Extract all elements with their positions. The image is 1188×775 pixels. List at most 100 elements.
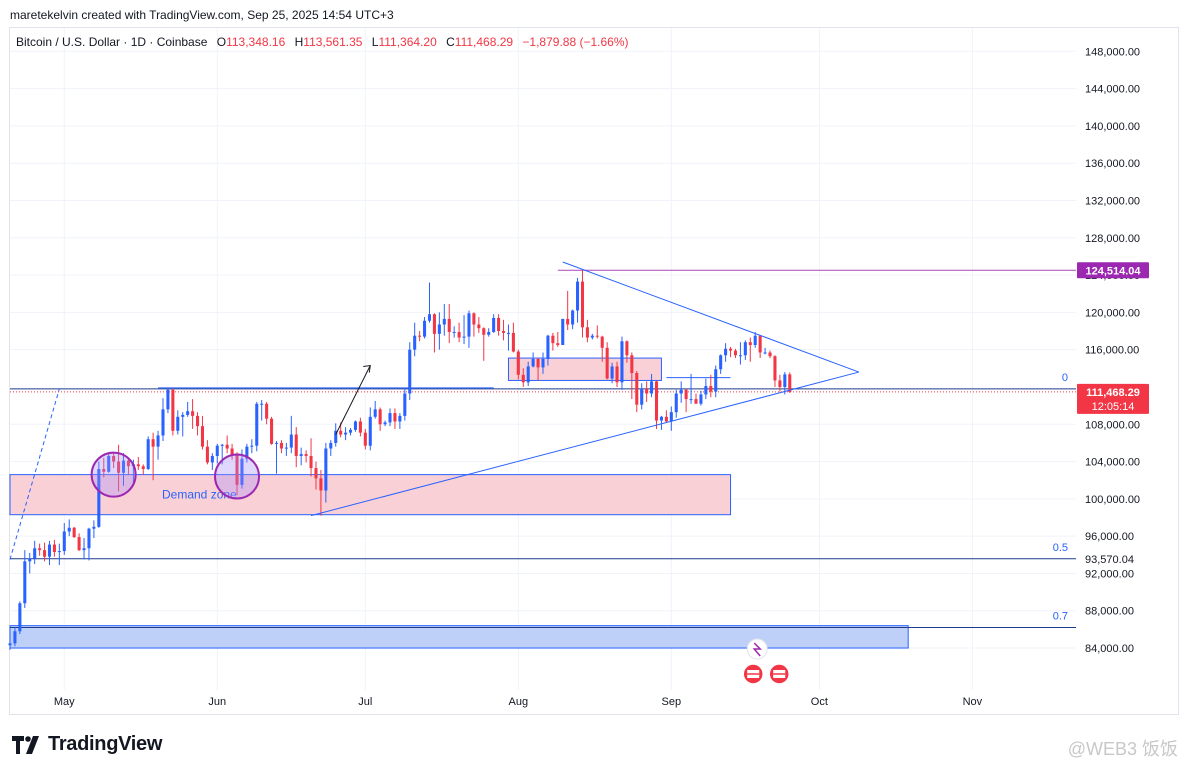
candle-body xyxy=(413,335,417,350)
price-axis[interactable]: 148,000.00 144,000.00 140,000.00 136,000.00… xyxy=(1085,46,1140,655)
candle-body xyxy=(561,318,565,346)
candle-body xyxy=(329,442,333,449)
time-tick-label: Sep xyxy=(662,696,682,708)
price-tick-label: 104,000.00 xyxy=(1085,457,1140,469)
candle-body xyxy=(52,544,56,553)
low-value: 111,364.20 xyxy=(378,35,437,49)
chart-credit: maretekelvin created with TradingView.co… xyxy=(10,8,394,22)
tradingview-logo[interactable]: TradingView xyxy=(12,733,162,756)
price-tick-label: 136,000.00 xyxy=(1085,158,1140,170)
candle-body xyxy=(526,366,530,383)
price-label-text: 124,514.04 xyxy=(1085,265,1141,277)
candle-body xyxy=(630,355,634,373)
price-label-box xyxy=(1077,262,1149,279)
candle-body xyxy=(778,380,782,387)
candle-body xyxy=(733,350,738,356)
candle-body xyxy=(645,388,649,394)
candle-body xyxy=(270,418,274,444)
symbol-header: Bitcoin / U.S. Dollar · 1D · Coinbase O 1… xyxy=(16,35,628,49)
price-label-text: 111,468.29 xyxy=(1086,387,1140,399)
time-tick-label: Oct xyxy=(811,696,828,708)
candle-body xyxy=(393,413,397,422)
candle-body xyxy=(467,313,471,337)
candle-body xyxy=(176,416,180,431)
candle-body xyxy=(654,381,659,421)
candle-body xyxy=(72,527,76,538)
candle-body xyxy=(87,528,91,549)
candle-body xyxy=(719,355,723,370)
candle-body xyxy=(18,603,22,632)
candle-body xyxy=(684,389,688,400)
candle-body xyxy=(788,374,792,392)
price-labels-layer: 124,514.04 111,468.29 12:05:14 93,570.04 xyxy=(1077,262,1149,566)
close-value: 111,468.29 xyxy=(454,35,514,49)
candle-body xyxy=(353,421,357,430)
candle-body xyxy=(531,359,535,367)
candle-body xyxy=(783,374,787,387)
candle-body xyxy=(284,447,288,449)
candle-body xyxy=(102,469,106,472)
candle-body xyxy=(279,442,283,449)
fib-level-label: 0.5 xyxy=(1053,542,1068,554)
candle-body xyxy=(112,455,116,462)
highlight-circle xyxy=(214,453,261,500)
price-label-box xyxy=(1077,383,1149,414)
events-layer xyxy=(742,638,790,685)
lightning-icon xyxy=(752,642,763,657)
candle-body xyxy=(8,643,12,646)
candle-body xyxy=(743,342,747,356)
candle-body xyxy=(689,399,693,401)
candle-body xyxy=(250,445,254,447)
price-tick-label: 84,000.00 xyxy=(1085,643,1134,655)
candle-body xyxy=(156,435,160,447)
candle-body xyxy=(373,409,377,417)
candle-body xyxy=(299,454,303,456)
candle-body xyxy=(748,342,752,346)
candle-body xyxy=(571,310,575,325)
candle-body xyxy=(669,412,673,422)
candle-body xyxy=(738,355,742,357)
candle-body xyxy=(590,335,594,338)
candle-body xyxy=(151,439,155,447)
candle-body xyxy=(704,386,708,395)
time-axis[interactable]: May Jun Jul Aug Sep Oct Nov xyxy=(54,696,983,708)
candle-body xyxy=(210,455,214,463)
candle-body xyxy=(709,386,713,392)
candle-body xyxy=(260,403,264,405)
candle-body xyxy=(344,432,348,435)
candle-body xyxy=(319,478,323,491)
candle-body xyxy=(462,336,466,338)
tradingview-logo-icon xyxy=(12,735,39,754)
candle-body xyxy=(516,351,520,375)
candle-body xyxy=(92,526,96,529)
candle-body xyxy=(171,389,175,431)
candle-body xyxy=(546,335,550,359)
dashed-trend-line xyxy=(9,388,60,560)
symbol-title[interactable]: Bitcoin / U.S. Dollar · 1D · Coinbase xyxy=(16,35,208,49)
price-tick-label: 92,000.00 xyxy=(1085,568,1134,580)
candle-body xyxy=(240,458,244,485)
candle-body xyxy=(289,434,293,448)
candle-body xyxy=(388,413,392,423)
candle-body xyxy=(541,359,545,368)
candle-body xyxy=(482,328,486,335)
open-label: O xyxy=(216,35,227,49)
candle-body xyxy=(724,348,728,356)
candle-body xyxy=(497,317,501,332)
candle-body xyxy=(758,335,762,353)
candle-body xyxy=(714,369,718,392)
candle-body xyxy=(43,550,47,557)
high-value: 113,561.35 xyxy=(303,35,363,49)
candle-body xyxy=(432,314,436,334)
candle-body xyxy=(437,324,441,334)
candle-body xyxy=(753,335,757,346)
candle-body xyxy=(472,313,476,325)
candle-body xyxy=(600,336,604,348)
candle-body xyxy=(610,366,614,379)
levels-layer: 0 0.5 0.7 xyxy=(10,269,1076,629)
candle-body xyxy=(457,331,461,338)
candle-body xyxy=(580,281,585,328)
fib-level-label: 0 xyxy=(1062,372,1068,384)
time-tick-label: May xyxy=(54,696,75,708)
